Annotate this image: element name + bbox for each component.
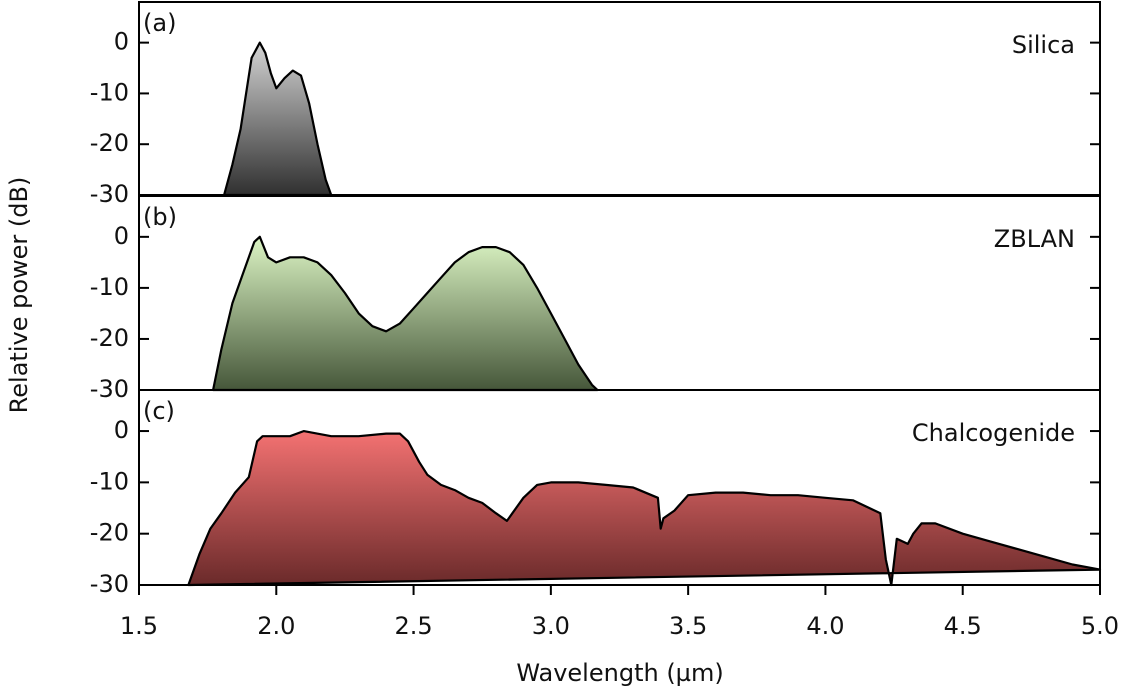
spectrum-area [212, 235, 599, 392]
panel-label: (a) [143, 9, 176, 37]
panel-frame [138, 389, 1101, 586]
spectrum-area [223, 41, 333, 197]
x-tick-label: 3.0 [532, 612, 570, 640]
x-tick-label: 2.0 [257, 612, 295, 640]
y-tick-label: -10 [90, 78, 129, 106]
y-tick-label: -10 [90, 273, 129, 301]
y-tick-label: -10 [90, 467, 129, 495]
y-tick-label: -30 [90, 375, 129, 403]
x-tick-label: 2.5 [394, 612, 432, 640]
panel-title: Silica [1012, 31, 1075, 59]
y-tick-label: -30 [90, 570, 129, 598]
y-tick-label: -20 [90, 129, 129, 157]
panel-label: (b) [143, 203, 177, 231]
y-tick-label: 0 [114, 416, 129, 444]
x-tick-label: 5.0 [1081, 612, 1119, 640]
panel-title: Chalcogenide [912, 419, 1075, 447]
y-tick-label: -20 [90, 519, 129, 547]
y-tick-label: -30 [90, 180, 129, 208]
panel-title: ZBLAN [994, 225, 1075, 253]
x-axis-label: Wavelength (µm) [516, 659, 723, 687]
spectrum-area [187, 430, 1102, 587]
x-tick-label: 4.5 [944, 612, 982, 640]
y-tick-label: -20 [90, 324, 129, 352]
y-axis-label: Relative power (dB) [5, 177, 33, 414]
y-tick-label: 0 [114, 28, 129, 56]
x-tick-label: 3.5 [669, 612, 707, 640]
panel-label: (c) [143, 397, 175, 425]
x-tick-label: 4.0 [806, 612, 844, 640]
x-tick-label: 1.5 [120, 612, 158, 640]
y-tick-label: 0 [114, 222, 129, 250]
